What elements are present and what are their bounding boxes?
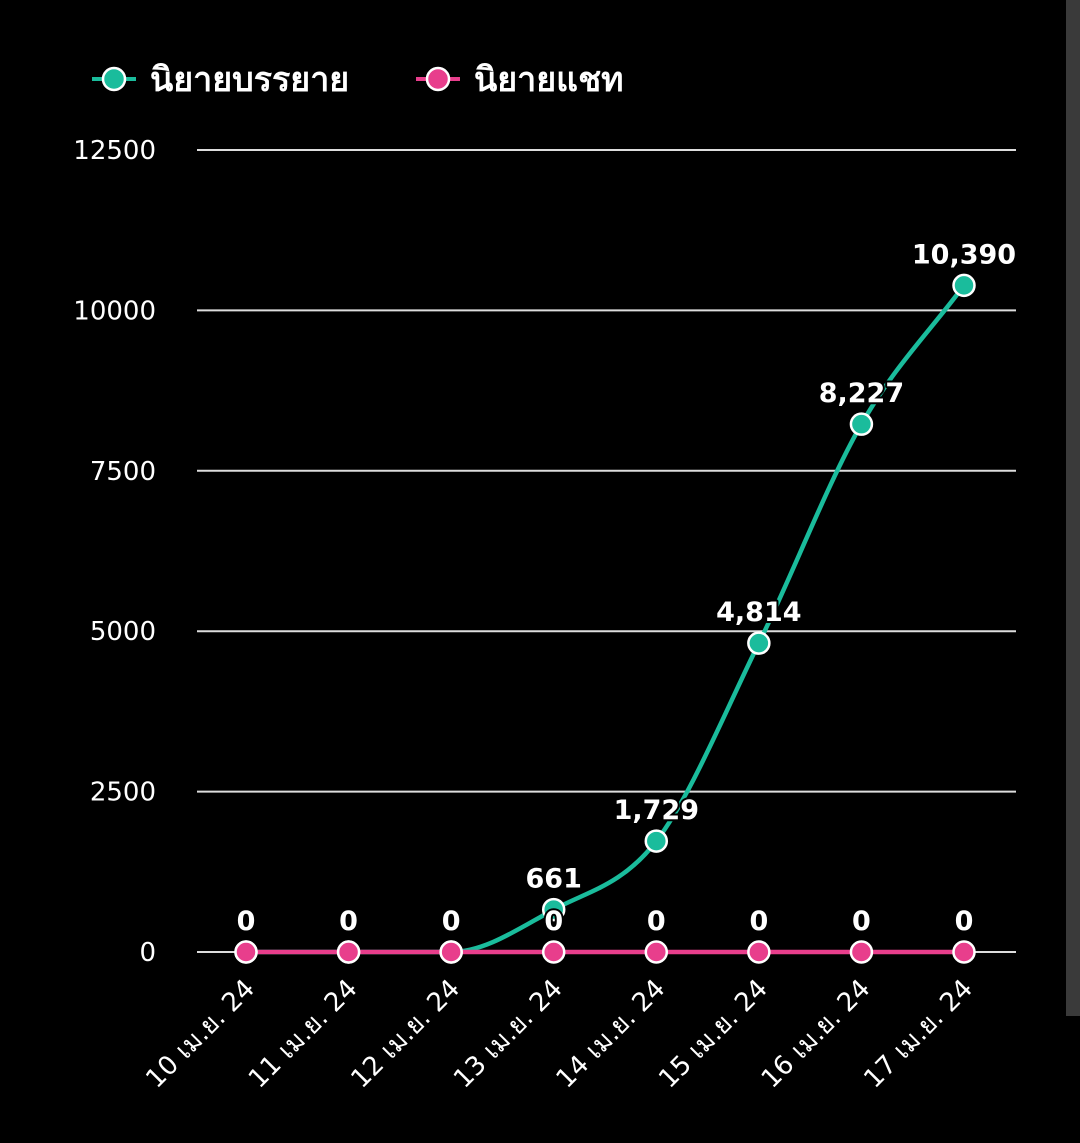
y-tick-label: 5000 <box>90 617 156 647</box>
data-labels: 661 1,729 4,814 8,227 10,390 0 0 0 0 0 0 0 0 <box>235 237 1019 939</box>
data-point <box>336 940 361 964</box>
data-label: 661 <box>526 864 582 895</box>
y-tick-label: 12500 <box>73 136 156 166</box>
data-label: 1,729 <box>614 795 699 826</box>
data-point <box>747 940 771 964</box>
x-tick-label: 11 เม.ย. 24 <box>243 974 364 1095</box>
legend-item: นิยายบรรยาย <box>92 60 349 100</box>
series-points <box>234 273 976 964</box>
gridlines <box>197 149 1016 953</box>
legend-marker <box>425 66 451 92</box>
data-point <box>541 897 566 922</box>
data-label: 0 <box>852 906 871 937</box>
data-point <box>234 940 258 964</box>
legend-item: นิยายแชท <box>416 60 624 100</box>
data-label: 4,814 <box>716 597 801 628</box>
legend-label: นิยายแชท <box>474 60 624 100</box>
x-tick-label: 16 เม.ย. 24 <box>756 974 877 1095</box>
legend-label: นิยายบรรยาย <box>150 60 349 100</box>
y-tick-label: 7500 <box>90 457 156 487</box>
x-tick-label: 12 เม.ย. 24 <box>346 974 467 1095</box>
data-point <box>849 412 874 436</box>
x-tick-label: 17 เม.ย. 24 <box>858 974 979 1095</box>
x-tick-label: 14 เม.ย. 24 <box>551 974 672 1095</box>
y-tick-label: 0 <box>139 938 156 968</box>
legend-marker <box>101 66 127 92</box>
scrollbar-gap <box>1066 1016 1080 1139</box>
data-point <box>849 940 874 964</box>
y-axis-ticks: 0 2500 5000 7500 10000 12500 <box>73 136 156 968</box>
data-label: 0 <box>955 906 974 937</box>
data-label: 0 <box>339 906 358 937</box>
data-point <box>952 940 976 964</box>
scrollbar-track <box>1066 0 1080 1139</box>
data-point <box>952 273 976 298</box>
data-label: 8,227 <box>819 378 904 409</box>
data-point <box>644 829 669 853</box>
data-label: 0 <box>442 906 461 937</box>
data-label: 0 <box>544 906 563 937</box>
legend: นิยายบรรยาย นิยายแชท <box>92 60 624 100</box>
x-tick-label: 10 เม.ย. 24 <box>140 974 261 1095</box>
x-tick-label: 15 เม.ย. 24 <box>653 974 774 1095</box>
y-tick-label: 10000 <box>73 296 156 326</box>
data-label: 0 <box>237 906 256 937</box>
data-point <box>541 940 566 964</box>
data-label: 0 <box>647 906 666 937</box>
data-point <box>644 940 669 964</box>
data-label: 0 <box>749 906 768 937</box>
data-label: 10,390 <box>912 239 1016 270</box>
data-point <box>747 631 771 655</box>
x-tick-label: 13 เม.ย. 24 <box>448 974 569 1095</box>
y-tick-label: 2500 <box>90 778 156 808</box>
data-point <box>439 940 463 964</box>
